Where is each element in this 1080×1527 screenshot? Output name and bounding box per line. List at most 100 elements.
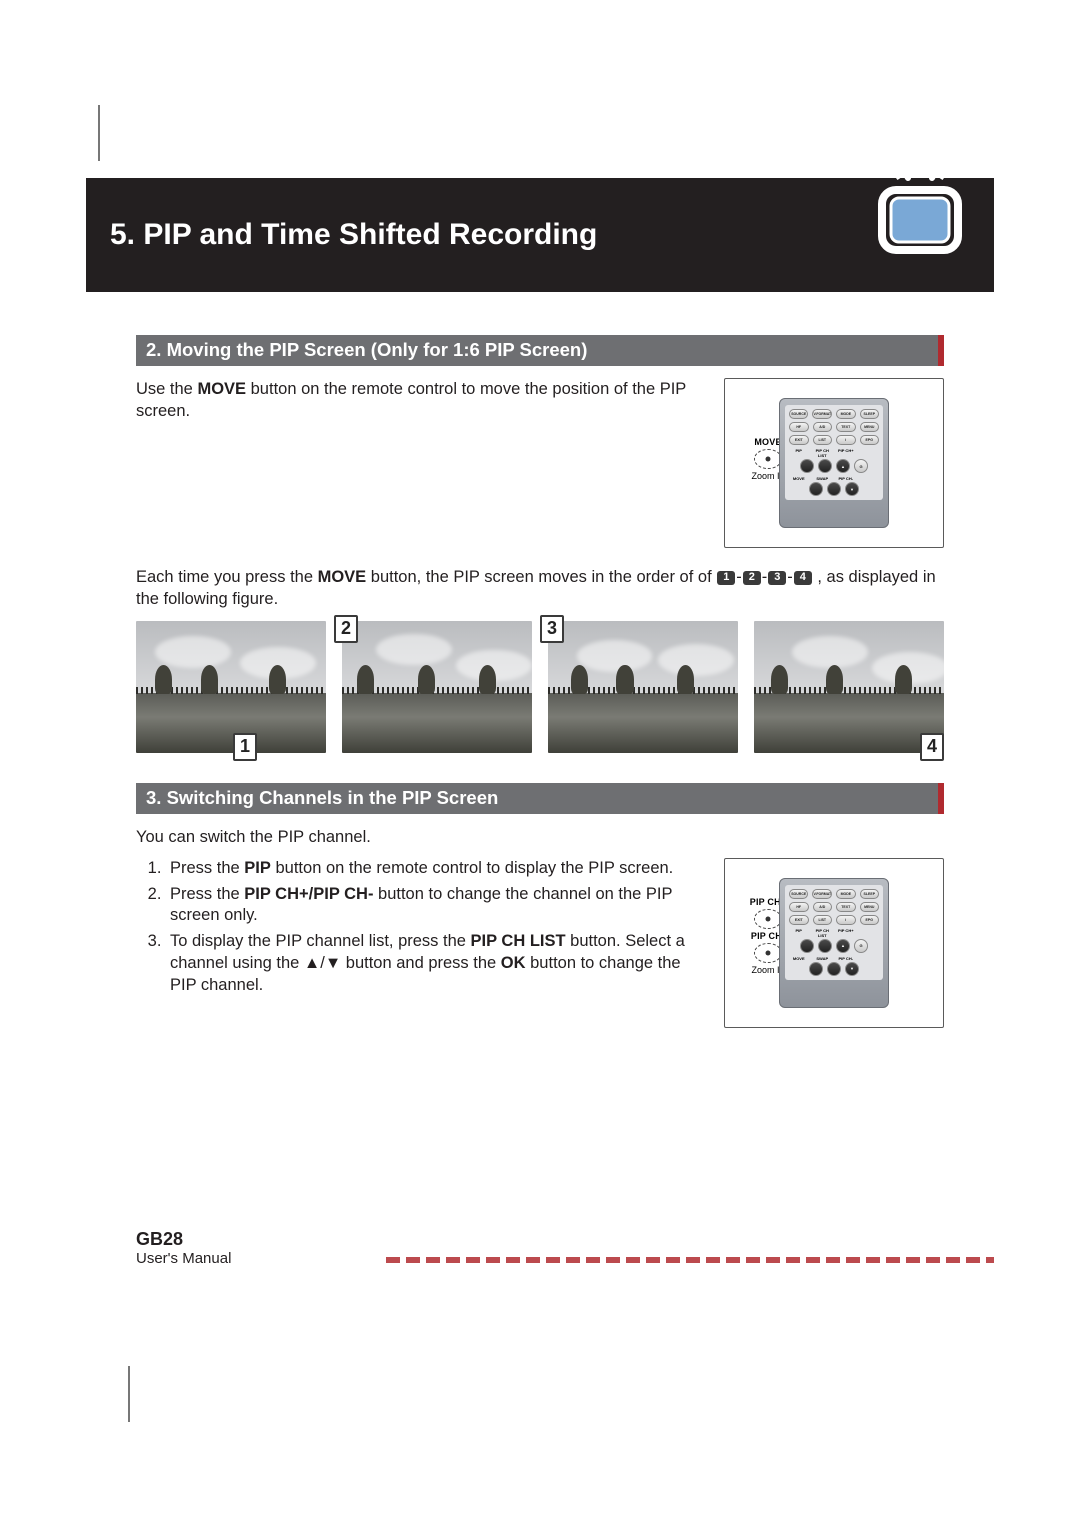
remote-label: MOVE — [789, 956, 809, 961]
remote-label: PIP CH LIST — [813, 928, 833, 938]
remote-button: SOURCE — [789, 409, 808, 419]
text: To display the PIP channel list, press t… — [170, 932, 471, 950]
remote-button: EXIT — [789, 435, 809, 445]
text: button on the remote control to display … — [271, 859, 673, 877]
remote-button: i — [836, 915, 856, 925]
remote-button: SLEEP — [860, 889, 879, 899]
remote-button: SLEEP — [860, 409, 879, 419]
remote-label: PIP CH LIST — [813, 448, 833, 458]
remote-label: PIP CH+ — [836, 448, 856, 458]
remote-button: ▲ — [836, 939, 850, 953]
remote-button: ▼ — [845, 482, 859, 496]
remote-button: i — [836, 435, 856, 445]
remote-button: MENU — [860, 422, 880, 432]
remote-button: A/D — [813, 422, 833, 432]
page-header: 5. PIP and Time Shifted Recording — [86, 178, 994, 292]
remote-button — [827, 482, 841, 496]
remote-button: TEXT — [836, 422, 856, 432]
remote-label: PIP CH- — [836, 956, 856, 961]
remote-label: PIP — [789, 448, 809, 458]
remote-button — [800, 939, 814, 953]
remote-figure-move: MOVE Zoom In SOURCE V.FORMAT MODE SLEEP … — [724, 378, 944, 548]
position-badge-4: 4 — [920, 733, 944, 761]
text: Press the — [170, 859, 244, 877]
text-bold: MOVE — [318, 568, 367, 586]
sequence-badge: 1 — [717, 571, 735, 585]
remote-button: HF — [789, 422, 809, 432]
moving-intro: Use the MOVE button on the remote contro… — [136, 378, 704, 423]
moving-sequence-text: Each time you press the MOVE button, the… — [136, 566, 944, 611]
remote-button — [800, 459, 814, 473]
cropmark — [128, 1366, 130, 1422]
remote-label: PIP CH- — [836, 476, 856, 481]
remote-button: MODE — [836, 409, 855, 419]
section-title-moving: 2. Moving the PIP Screen (Only for 1:6 P… — [136, 335, 944, 366]
remote-label — [860, 476, 880, 481]
sequence-badge: 2 — [743, 571, 761, 585]
figure-panel — [754, 621, 944, 753]
remote-label: SWAP — [813, 476, 833, 481]
remote-label — [860, 448, 880, 458]
remote-button: HF — [789, 902, 809, 912]
section-title-switching: 3. Switching Channels in the PIP Screen — [136, 783, 944, 814]
remote-body: SOURCE V.FORMAT MODE SLEEP HF A/D TEXT M… — [779, 398, 889, 528]
footer-rule — [386, 1257, 994, 1263]
figure-panel — [342, 621, 532, 753]
remote-body: SOURCE V.FORMAT MODE SLEEP HF A/D TEXT M… — [779, 878, 889, 1008]
remote-button — [818, 939, 832, 953]
text-bold: PIP CH LIST — [471, 932, 566, 950]
text-bold: MOVE — [197, 380, 246, 398]
text-bold: PIP CH+/PIP CH- — [244, 885, 373, 903]
pip-position-figure: 2 3 1 4 — [136, 621, 944, 753]
remote-button: G — [854, 459, 868, 473]
remote-button: EXIT — [789, 915, 809, 925]
page-number: GB28 — [136, 1229, 994, 1250]
remote-label: SWAP — [813, 956, 833, 961]
remote-label — [860, 956, 880, 961]
figure-panel — [136, 621, 326, 753]
remote-button: MENU — [860, 902, 880, 912]
remote-button: V.FORMAT — [812, 409, 832, 419]
remote-button: EPG — [860, 435, 880, 445]
remote-label: PIP — [789, 928, 809, 938]
step-item: Press the PIP CH+/PIP CH- button to chan… — [166, 884, 702, 928]
step-item: To display the PIP channel list, press t… — [166, 931, 702, 996]
page-title: 5. PIP and Time Shifted Recording — [110, 218, 597, 252]
switching-intro: You can switch the PIP channel. — [136, 826, 944, 848]
remote-button: LIST — [813, 435, 833, 445]
text: Press the — [170, 885, 244, 903]
position-badge-3: 3 — [540, 615, 564, 643]
page-footer: GB28 User's Manual — [136, 1229, 994, 1267]
remote-label — [860, 928, 880, 938]
remote-button: MODE — [836, 889, 855, 899]
position-badge-1: 1 — [233, 733, 257, 761]
cropmark — [98, 105, 100, 161]
remote-button: EPG — [860, 915, 880, 925]
text-bold: OK — [501, 954, 526, 972]
remote-label: PIP CH+ — [836, 928, 856, 938]
sequence-badge: 4 — [794, 571, 812, 585]
text: Use the — [136, 380, 197, 398]
remote-button: ▲ — [836, 459, 850, 473]
remote-button — [818, 459, 832, 473]
sequence-badge: 3 — [768, 571, 786, 585]
text: Each time you press the — [136, 568, 318, 586]
step-item: Press the PIP button on the remote contr… — [166, 858, 702, 880]
position-badge-2: 2 — [334, 615, 358, 643]
remote-button: A/D — [813, 902, 833, 912]
figure-panel — [548, 621, 738, 753]
remote-label: MOVE — [789, 476, 809, 481]
remote-button — [809, 962, 823, 976]
remote-button: V.FORMAT — [812, 889, 832, 899]
tv-icon — [860, 160, 980, 290]
remote-button — [809, 482, 823, 496]
remote-button — [827, 962, 841, 976]
text-bold: PIP — [244, 859, 271, 877]
remote-button: SOURCE — [789, 889, 808, 899]
remote-button: ▼ — [845, 962, 859, 976]
remote-button: TEXT — [836, 902, 856, 912]
steps-list: Press the PIP button on the remote contr… — [166, 858, 702, 997]
remote-button: LIST — [813, 915, 833, 925]
text: button, the PIP screen moves in the orde… — [366, 568, 716, 586]
remote-figure-switch: PIP CH+ PIP CH- Zoom In SOURCE V.FORMAT … — [724, 858, 944, 1028]
